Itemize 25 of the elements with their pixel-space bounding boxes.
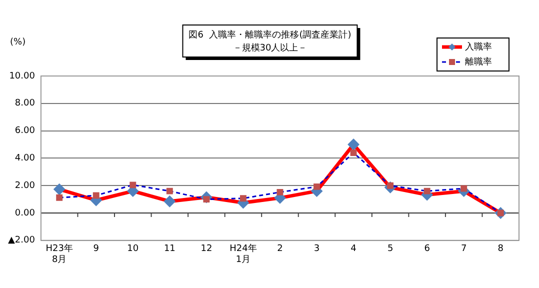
chart-title: 図6 入職率・離職率の推移(調査産業計)	[188, 29, 352, 40]
x-tick-label: 10	[127, 244, 139, 254]
y-tick-label: 4.00	[14, 154, 36, 164]
x-tick-label: H24年 1月	[230, 243, 257, 265]
x-tick-label: 4	[350, 244, 357, 254]
legend-label: 離職率	[465, 56, 492, 68]
x-tick-label: 5	[387, 244, 394, 254]
x-tick-label: 9	[93, 244, 100, 254]
x-tick-label: 12	[200, 244, 212, 254]
x-tick-label: 2	[277, 244, 283, 254]
y-tick-label: 10.00	[9, 71, 36, 82]
y-axis-title: (%)	[10, 37, 26, 48]
x-tick-label: H23年 8月	[46, 243, 73, 265]
x-tick-label: 3	[314, 244, 320, 254]
y-tick-label: 0.00	[14, 208, 36, 218]
y-tick-label: 2.00	[14, 180, 36, 191]
legend-label: 入職率	[465, 41, 492, 52]
x-tick-label: 6	[424, 244, 430, 254]
x-tick-label: 11	[164, 244, 176, 254]
y-tick-label: ▲2.00	[8, 236, 36, 246]
y-tick-label: 6.00	[14, 126, 36, 136]
x-tick-label: 7	[460, 244, 467, 254]
y-tick-label: 8.00	[14, 98, 36, 109]
chart-subtitle: －規模30人以上－	[232, 42, 308, 54]
x-tick-label: 8	[498, 244, 504, 254]
